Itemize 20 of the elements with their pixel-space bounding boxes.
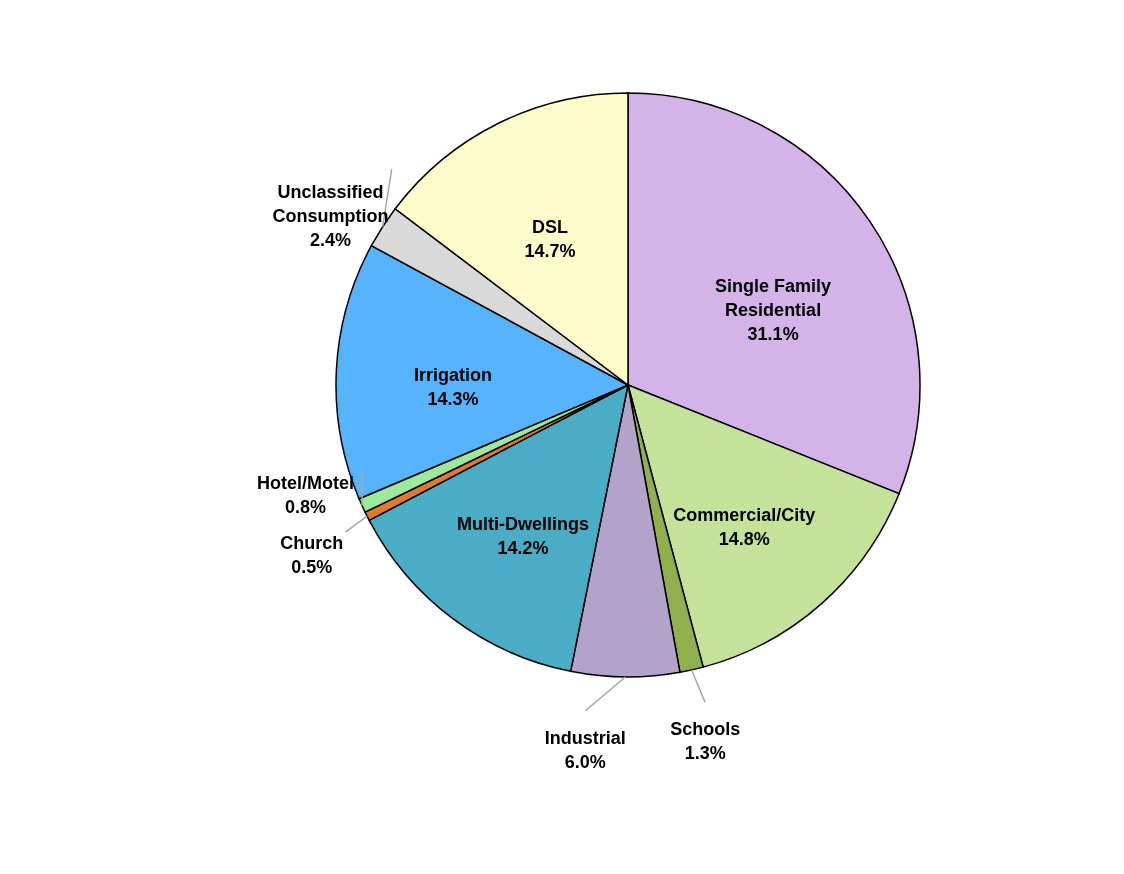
data-label: 6.0% — [564, 751, 606, 772]
data-label: 1.3% — [684, 743, 726, 764]
slice-label: Church — [280, 533, 344, 554]
slice-label: Multi-Dwellings — [456, 514, 589, 535]
data-label: 0.5% — [291, 557, 333, 578]
slice-label: Unclassified Consumption — [272, 182, 389, 227]
data-label: 31.1% — [747, 323, 799, 344]
slice-label: Commercial/City — [673, 505, 816, 526]
data-label: 2.4% — [309, 230, 352, 251]
data-label: 14.2% — [497, 538, 549, 559]
data-label: 14.7% — [524, 241, 576, 262]
data-label: 0.8% — [285, 497, 327, 518]
data-label: 14.3% — [427, 389, 479, 410]
slice-label: DSL — [532, 217, 569, 238]
data-label: 14.8% — [718, 529, 770, 550]
slice-label: Single Family Residential — [715, 275, 832, 320]
slice-label: Schools — [670, 719, 741, 740]
slice-label: Irrigation — [414, 365, 493, 386]
slice-label: Hotel/Motel — [257, 473, 355, 494]
slice-label: Industrial — [544, 727, 626, 748]
